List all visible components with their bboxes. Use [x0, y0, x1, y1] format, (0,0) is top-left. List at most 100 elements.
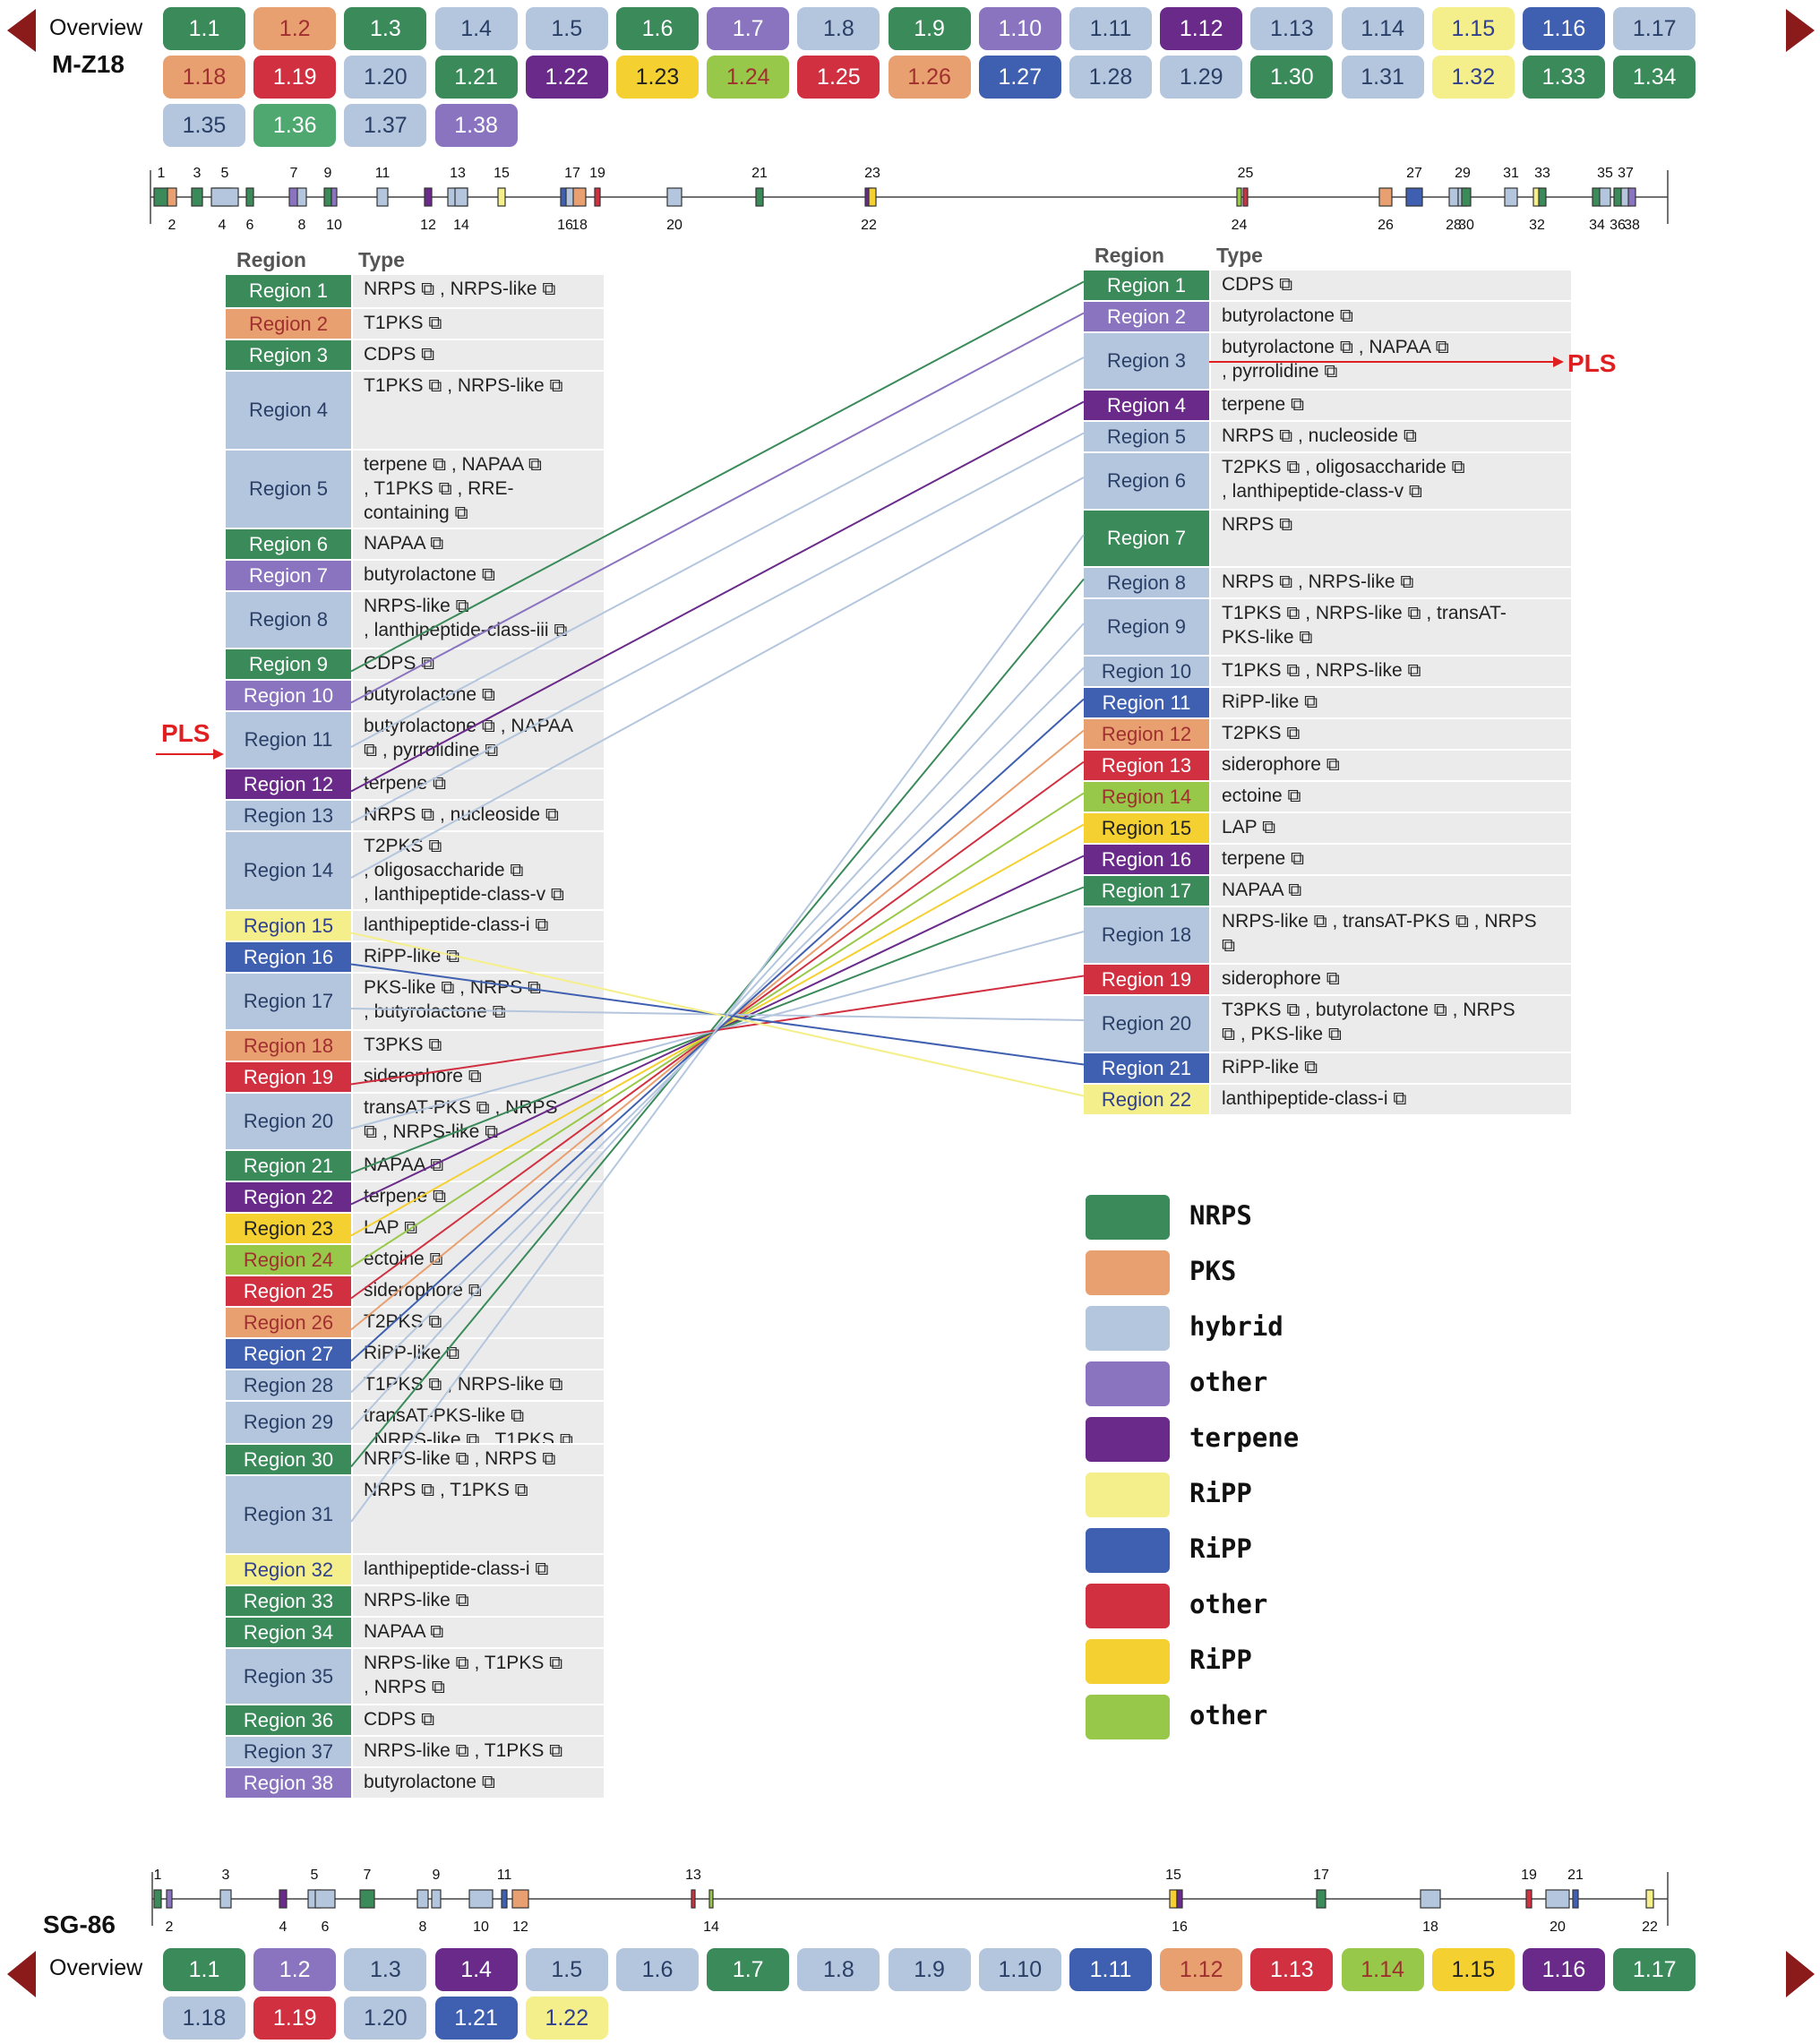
bottom-track-region[interactable] [468, 1889, 494, 1909]
left-region-label[interactable]: Region 11 [226, 712, 351, 768]
right-region-label[interactable]: Region 13 [1084, 751, 1209, 780]
bottom-overview-link[interactable]: Overview [49, 1955, 143, 1980]
top-track-region[interactable] [245, 187, 254, 207]
bottom-track-region[interactable] [1420, 1889, 1441, 1909]
top-region-chip[interactable]: 1.16 [1523, 7, 1605, 50]
top-region-chip[interactable]: 1.1 [163, 7, 245, 50]
bottom-track-region[interactable] [1176, 1889, 1183, 1909]
top-track-region[interactable] [1627, 187, 1636, 207]
left-type-text[interactable]: NRPS-like ⧉ , NRPS ⧉ [364, 1448, 556, 1469]
bottom-track-region[interactable] [1316, 1889, 1326, 1909]
right-type-text[interactable]: RiPP-like ⧉ [1222, 1057, 1318, 1078]
left-type-text[interactable]: transAT-PKS ⧉ , NRPS ⧉ , NRPS-like ⧉ [364, 1097, 558, 1142]
top-region-chip[interactable]: 1.2 [253, 7, 337, 50]
bottom-region-chip[interactable]: 1.7 [707, 1948, 790, 1991]
top-region-chip[interactable]: 1.33 [1523, 56, 1605, 99]
top-region-chip[interactable]: 1.21 [434, 56, 518, 99]
left-region-label[interactable]: Region 3 [226, 340, 351, 370]
right-region-label[interactable]: Region 2 [1084, 302, 1209, 331]
right-type-text[interactable]: NRPS-like ⧉ , transAT-PKS ⧉ , NRPS ⧉ [1222, 911, 1537, 956]
top-region-chip[interactable]: 1.22 [525, 56, 608, 99]
bottom-track-region[interactable] [416, 1889, 429, 1909]
bottom-region-chip[interactable]: 1.22 [525, 1997, 608, 2040]
left-region-label[interactable]: Region 13 [226, 801, 351, 830]
bottom-region-chip[interactable]: 1.13 [1250, 1948, 1334, 1991]
top-region-chip[interactable]: 1.17 [1613, 7, 1696, 50]
left-region-label[interactable]: Region 27 [226, 1339, 351, 1369]
left-type-text[interactable]: T2PKS ⧉ , oligosaccharide ⧉ , lanthipept… [364, 836, 564, 905]
left-type-text[interactable]: lanthipeptide-class-i ⧉ [364, 1559, 549, 1579]
top-region-chip[interactable]: 1.9 [888, 7, 971, 50]
bottom-region-chip[interactable]: 1.21 [434, 1997, 518, 2040]
bottom-track-region[interactable] [153, 1889, 162, 1909]
left-type-text[interactable]: PKS-like ⧉ , NRPS ⧉ , butyrolactone ⧉ [364, 977, 542, 1022]
top-track-region[interactable] [153, 187, 169, 207]
left-region-label[interactable]: Region 7 [226, 561, 351, 590]
right-type-text[interactable]: NRPS ⧉ , nucleoside ⧉ [1222, 425, 1417, 446]
top-track-region[interactable] [1236, 187, 1242, 207]
left-region-label[interactable]: Region 2 [226, 309, 351, 339]
bottom-track-region[interactable] [431, 1889, 442, 1909]
top-region-chip[interactable]: 1.36 [253, 104, 337, 147]
top-track-region[interactable] [424, 187, 433, 207]
top-overview-link[interactable]: Overview [49, 15, 143, 40]
right-region-label[interactable]: Region 14 [1084, 782, 1209, 812]
left-type-text[interactable]: NRPS-like ⧉ [364, 1590, 469, 1610]
left-region-label[interactable]: Region 29 [226, 1402, 351, 1443]
right-region-label[interactable]: Region 6 [1084, 453, 1209, 509]
left-region-label[interactable]: Region 34 [226, 1618, 351, 1647]
top-region-chip[interactable]: 1.31 [1341, 56, 1424, 99]
bottom-track-region[interactable] [166, 1889, 173, 1909]
left-type-text[interactable]: terpene ⧉ [364, 1186, 447, 1207]
left-region-label[interactable]: Region 8 [226, 592, 351, 648]
right-region-label[interactable]: Region 3 [1084, 333, 1209, 389]
bottom-region-chip[interactable]: 1.6 [616, 1948, 699, 1991]
right-type-text[interactable]: butyrolactone ⧉ [1222, 305, 1353, 326]
bottom-region-chip[interactable]: 1.15 [1431, 1948, 1515, 1991]
top-track-region[interactable] [1504, 187, 1518, 207]
bottom-region-chip[interactable]: 1.17 [1613, 1948, 1696, 1991]
left-region-label[interactable]: Region 38 [226, 1768, 351, 1798]
right-region-label[interactable]: Region 16 [1084, 845, 1209, 874]
top-region-chip[interactable]: 1.11 [1069, 7, 1152, 50]
top-region-chip[interactable]: 1.13 [1250, 7, 1334, 50]
right-region-label[interactable]: Region 5 [1084, 422, 1209, 451]
left-region-label[interactable]: Region 36 [226, 1705, 351, 1735]
left-region-label[interactable]: Region 25 [226, 1276, 351, 1306]
top-track-region[interactable] [666, 187, 682, 207]
right-type-text[interactable]: lanthipeptide-class-i ⧉ [1222, 1088, 1407, 1109]
top-region-chip[interactable]: 1.25 [797, 56, 880, 99]
left-type-text[interactable]: transAT-PKS-like ⧉ , NRPS-like ⧉ , T1PKS… [364, 1405, 573, 1443]
top-track-region[interactable] [1613, 187, 1622, 207]
bottom-track-region[interactable] [708, 1889, 714, 1909]
top-region-chip[interactable]: 1.30 [1250, 56, 1334, 99]
left-region-label[interactable]: Region 18 [226, 1031, 351, 1061]
right-region-label[interactable]: Region 22 [1084, 1085, 1209, 1114]
top-region-chip[interactable]: 1.6 [616, 7, 699, 50]
left-type-text[interactable]: T1PKS ⧉ , NRPS-like ⧉ [364, 375, 563, 396]
bottom-track-region[interactable] [1169, 1889, 1178, 1909]
top-region-chip[interactable]: 1.37 [344, 104, 427, 147]
right-region-label[interactable]: Region 15 [1084, 813, 1209, 843]
right-type-text[interactable]: NAPAA ⧉ [1222, 880, 1302, 900]
top-track-region[interactable] [167, 187, 177, 207]
right-region-label[interactable]: Region 19 [1084, 965, 1209, 994]
top-region-chip[interactable]: 1.23 [616, 56, 699, 99]
top-track-region[interactable] [1242, 187, 1249, 207]
top-track-region[interactable] [868, 187, 877, 207]
top-region-chip[interactable]: 1.28 [1069, 56, 1152, 99]
bottom-prev-arrow[interactable] [7, 1951, 36, 1997]
top-track-region[interactable] [1538, 187, 1547, 207]
left-region-label[interactable]: Region 17 [226, 974, 351, 1029]
right-type-text[interactable]: T2PKS ⧉ [1222, 723, 1301, 743]
right-type-text[interactable]: ectoine ⧉ [1222, 786, 1301, 806]
bottom-track-region[interactable] [359, 1889, 375, 1909]
top-region-chip[interactable]: 1.10 [978, 7, 1061, 50]
top-prev-arrow[interactable] [7, 9, 36, 52]
left-region-label[interactable]: Region 16 [226, 942, 351, 972]
bottom-region-chip[interactable]: 1.1 [163, 1948, 245, 1991]
bottom-region-chip[interactable]: 1.9 [888, 1948, 971, 1991]
right-region-label[interactable]: Region 7 [1084, 511, 1209, 566]
right-type-text[interactable]: RiPP-like ⧉ [1222, 691, 1318, 712]
bottom-region-chip[interactable]: 1.10 [978, 1948, 1061, 1991]
